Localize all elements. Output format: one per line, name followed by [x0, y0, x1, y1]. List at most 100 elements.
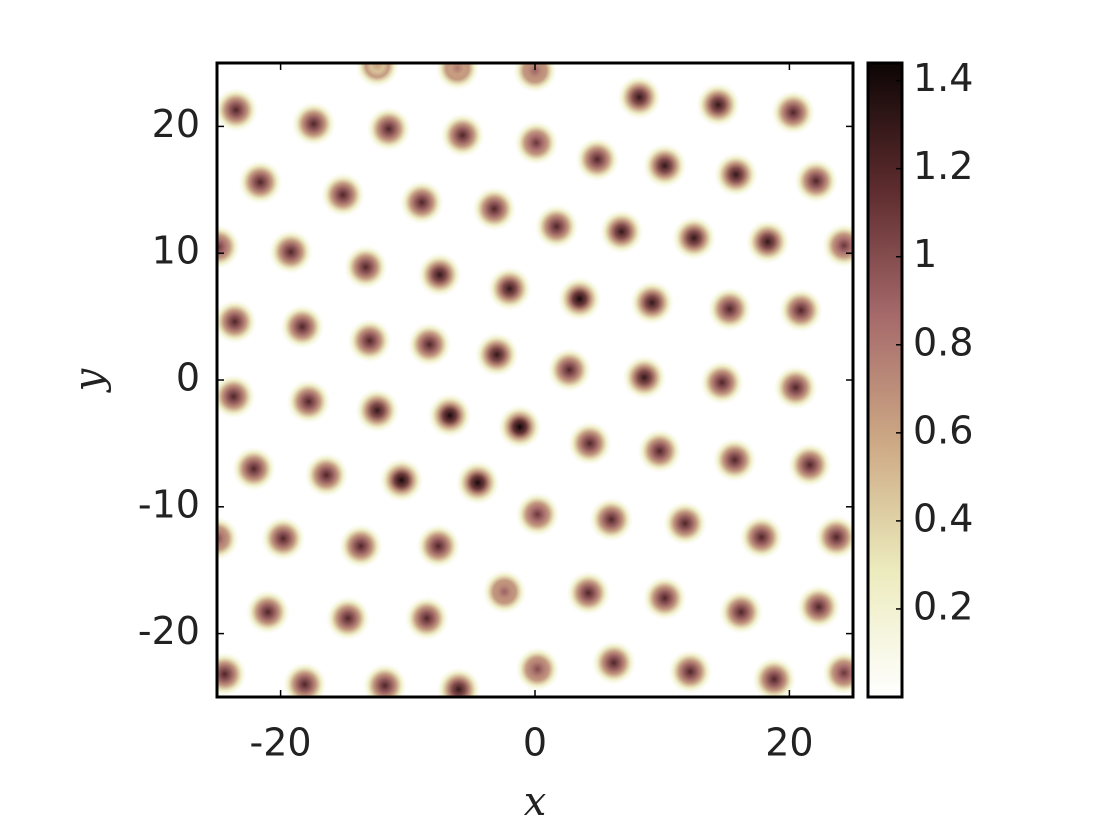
- spot: [629, 279, 676, 326]
- spot: [772, 364, 819, 411]
- spot: [514, 646, 561, 693]
- spot: [434, 63, 481, 92]
- spot: [439, 112, 486, 159]
- x-axis-label: x: [524, 779, 547, 825]
- spot: [616, 74, 663, 121]
- x-tick-label: -20: [250, 721, 312, 765]
- spot: [415, 523, 462, 570]
- spot: [751, 656, 798, 697]
- spot: [533, 203, 580, 250]
- spot: [481, 568, 528, 615]
- y-tick-label: -10: [138, 482, 200, 526]
- colorbar-tick-label: 0.4: [913, 496, 973, 540]
- spot: [718, 589, 765, 636]
- spot: [398, 179, 445, 226]
- colorbar-tick-label: 1.4: [913, 56, 973, 100]
- spot: [793, 157, 840, 204]
- spot: [786, 441, 833, 488]
- spot: [641, 142, 688, 189]
- x-tick-label: 20: [765, 721, 813, 765]
- spot: [514, 491, 561, 538]
- spot: [821, 222, 853, 269]
- y-axis-label: y: [66, 367, 112, 393]
- spot: [303, 452, 350, 499]
- colorbar: [866, 61, 904, 699]
- spot: [698, 359, 745, 406]
- spot: [565, 570, 612, 617]
- spot: [574, 136, 621, 183]
- spot: [217, 223, 242, 270]
- spot: [217, 86, 260, 133]
- spot: [217, 298, 258, 345]
- spot: [777, 287, 824, 334]
- spot: [237, 159, 284, 206]
- spot: [641, 575, 688, 622]
- spot: [590, 639, 637, 686]
- spot: [566, 420, 613, 467]
- spot: [513, 119, 560, 166]
- spot: [662, 500, 709, 547]
- spot: [354, 387, 401, 434]
- spot: [285, 378, 332, 425]
- spot: [361, 662, 408, 697]
- spot: [598, 208, 645, 255]
- spot: [496, 403, 543, 450]
- spot: [821, 649, 853, 696]
- spot: [695, 81, 742, 128]
- x-tick-label: 0: [523, 721, 547, 765]
- spot: [260, 515, 307, 562]
- spot: [426, 392, 473, 439]
- spot: [217, 515, 240, 562]
- y-tick-label: -20: [138, 609, 200, 653]
- spot: [588, 496, 635, 543]
- spot: [711, 436, 758, 483]
- spot: [795, 583, 842, 630]
- spot: [621, 354, 668, 401]
- spot: [267, 228, 314, 275]
- y-tick-label: 10: [152, 229, 200, 273]
- spot: [435, 666, 482, 697]
- spot: [281, 661, 328, 697]
- colorbar-tick-label: 0.8: [913, 320, 973, 364]
- spot: [486, 265, 533, 312]
- heatmap: [217, 63, 853, 697]
- spot: [770, 89, 817, 136]
- spot: [744, 218, 791, 265]
- spot: [636, 428, 683, 475]
- spot: [706, 285, 753, 332]
- spot: [365, 105, 412, 152]
- spot: [319, 171, 366, 218]
- spot: [403, 595, 450, 642]
- colorbar-tick-label: 0.6: [913, 408, 973, 452]
- colorbar-tick-label: 0.2: [913, 584, 973, 628]
- spot: [667, 648, 714, 695]
- spot: [230, 445, 277, 492]
- spot: [244, 589, 291, 636]
- spot: [712, 151, 759, 198]
- spot: [454, 459, 501, 506]
- spot: [671, 214, 717, 261]
- spot: [217, 651, 248, 697]
- spot: [546, 346, 593, 393]
- spot: [342, 244, 389, 291]
- spot: [416, 251, 463, 298]
- spot: [512, 63, 558, 94]
- spot: [337, 523, 384, 570]
- spot: [325, 595, 372, 642]
- spot: [813, 514, 853, 561]
- spot: [354, 63, 401, 89]
- spot: [406, 321, 453, 368]
- spot: [290, 100, 337, 147]
- spot: [471, 185, 518, 232]
- spot: [738, 514, 785, 561]
- y-tick-label: 20: [152, 102, 200, 146]
- spot: [346, 317, 393, 364]
- spot: [556, 275, 603, 322]
- colorbar-tick-label: 1.2: [913, 144, 973, 188]
- spot: [473, 331, 520, 378]
- y-tick-label: 0: [176, 356, 200, 400]
- colorbar-tick-label: 1: [913, 232, 937, 276]
- spot: [378, 457, 425, 504]
